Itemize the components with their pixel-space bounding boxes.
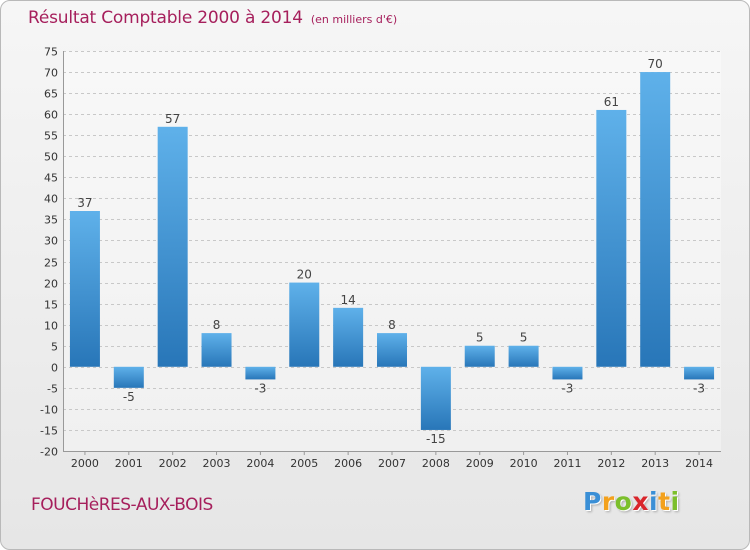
y-tick-label: -20 [40, 446, 58, 459]
x-tick-label: 2014 [685, 457, 713, 470]
x-tick-label: 2012 [597, 457, 625, 470]
data-label-2002: 57 [165, 112, 180, 126]
y-tick-label: 45 [44, 172, 58, 185]
logo-letter: t [658, 487, 671, 516]
bar-2001 [113, 366, 144, 388]
y-tick-label: 75 [44, 46, 58, 59]
bar-2011 [552, 366, 583, 380]
bar-2005 [289, 282, 320, 367]
bar-2002 [157, 126, 188, 367]
bar-2003 [201, 333, 232, 367]
x-tick-label: 2009 [466, 457, 494, 470]
logo-letter: i [649, 487, 659, 516]
axis-layer: -20-15-10-505101520253035404550556065707… [40, 46, 721, 470]
proxiti-logo: Proxiti [583, 487, 680, 516]
x-tick-label: 2004 [246, 457, 274, 470]
logo-letter: i [670, 487, 680, 516]
bar-layer [69, 72, 715, 430]
data-label-2012: 61 [604, 95, 619, 109]
data-label-2004: -3 [254, 381, 266, 395]
chart-unit: (en milliers d'€) [310, 13, 398, 26]
data-label-2000: 37 [77, 196, 92, 210]
x-tick-label: 2011 [553, 457, 581, 470]
bar-2006 [333, 307, 364, 367]
bar-2010 [508, 345, 539, 367]
y-tick-label: 35 [44, 214, 58, 227]
logo-letter: P [583, 487, 602, 516]
data-label-2013: 70 [648, 57, 663, 71]
y-tick-label: 55 [44, 130, 58, 143]
bar-2013 [640, 72, 671, 367]
data-label-2008: -15 [426, 432, 446, 446]
y-tick-label: 40 [44, 193, 58, 206]
label-layer: 37 -5 57 8 -3 20 14 8 -15 5 5 -3 61 70 -3 [77, 57, 705, 446]
logo-letter: o [614, 487, 633, 516]
data-label-2006: 14 [340, 293, 355, 307]
data-label-2009: 5 [476, 331, 484, 345]
chart-title: Résultat Comptable 2000 à 2014 (en millie… [28, 8, 397, 28]
bar-2008 [420, 366, 451, 430]
y-tick-label: 60 [44, 109, 58, 122]
y-tick-label: 50 [44, 151, 58, 164]
y-tick-label: 20 [44, 278, 58, 291]
chart-title-text: Résultat Comptable 2000 à 2014 [28, 8, 303, 28]
y-tick-label: 15 [44, 299, 58, 312]
commune-name: FOUCHèRES-AUX-BOIS [31, 495, 213, 515]
x-tick-label: 2002 [159, 457, 187, 470]
x-tick-label: 2013 [641, 457, 669, 470]
data-label-2005: 20 [297, 268, 312, 282]
bar-2012 [596, 109, 627, 367]
bar-2004 [245, 366, 276, 380]
y-tick-label: -15 [40, 425, 58, 438]
logo-letter: x [632, 487, 649, 516]
x-tick-label: 2003 [203, 457, 231, 470]
bar-2007 [377, 333, 407, 367]
y-tick-label: -10 [40, 404, 58, 417]
x-tick-label: 2008 [422, 457, 450, 470]
y-tick-label: 5 [51, 341, 58, 354]
x-tick-label: 2007 [378, 457, 406, 470]
bar-2000 [69, 211, 100, 367]
x-tick-label: 2001 [115, 457, 143, 470]
data-label-2003: 8 [213, 318, 221, 332]
data-label-2014: -3 [693, 381, 705, 395]
data-label-2001: -5 [123, 390, 135, 404]
logo-letter: r [601, 487, 615, 516]
y-tick-label: 10 [44, 320, 58, 333]
bar-2014 [684, 366, 715, 380]
data-label-2010: 5 [520, 331, 528, 345]
bar-2009 [464, 345, 495, 367]
x-tick-label: 2006 [334, 457, 362, 470]
x-tick-label: 2010 [510, 457, 538, 470]
y-tick-label: 0 [51, 362, 58, 375]
x-tick-label: 2000 [71, 457, 99, 470]
y-tick-label: 70 [44, 67, 58, 80]
y-tick-label: 65 [44, 88, 58, 101]
x-tick-label: 2005 [290, 457, 318, 470]
y-tick-label: 30 [44, 235, 58, 248]
y-tick-label: 25 [44, 257, 58, 270]
data-label-2007: 8 [388, 318, 396, 332]
y-tick-label: -5 [47, 383, 58, 396]
data-label-2011: -3 [561, 381, 573, 395]
